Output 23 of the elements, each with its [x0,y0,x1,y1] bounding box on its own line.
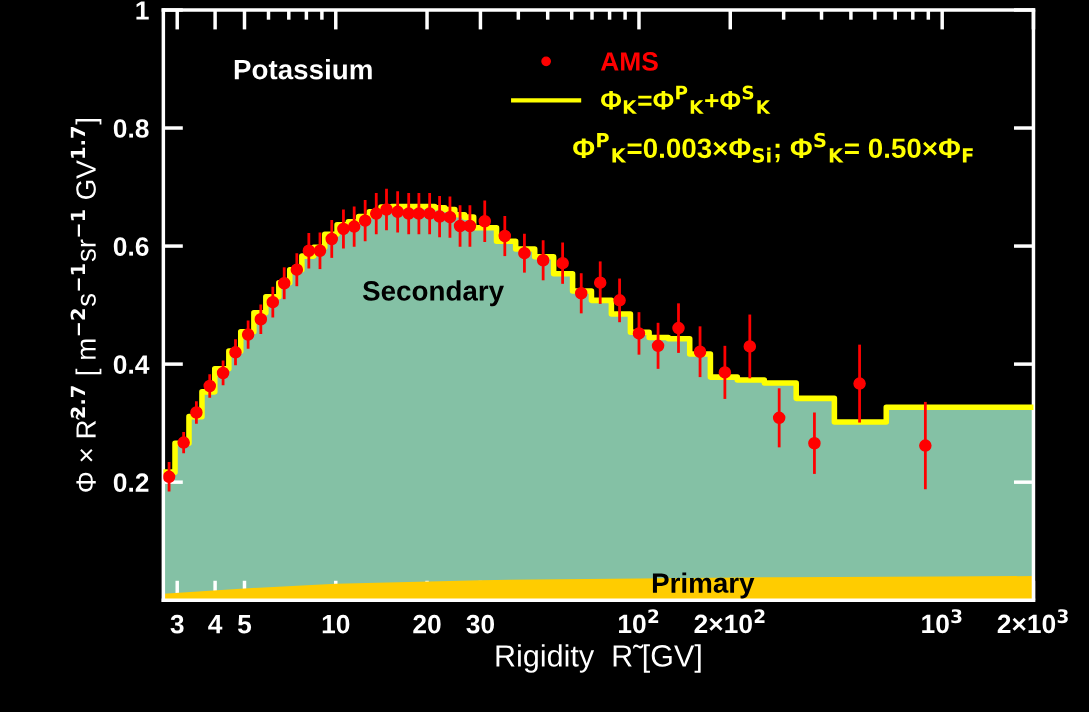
y-tick-label: 1 [136,1,149,20]
legend-label: Φ$_{K}$=Φ$^{P}$$_{K}$+Φ$^{S}$$_{K}$ [601,85,771,114]
legend-label: AMS [600,52,658,71]
x-tick-label: 10$^{2}$ [619,609,659,634]
x-tick-label: 2×10$^{3}$ [997,609,1068,634]
text: Φ$^{P}$$_{K}$=0.003×Φ$_{Si}$; Φ$^{S}$$_{K}$= 0.50×Φ$_{F}$ [573,132,973,163]
x-tick-label: 10$^{3}$ [922,609,962,634]
annotation: Potassium [234,59,372,80]
x-tick-label: 20 [413,614,441,634]
y-tick-label: 0.8 [113,119,149,138]
x-tick-label: 5 [237,615,252,634]
x-tick-label: 30 [466,614,495,634]
x-tick-label: 10 [322,614,350,634]
x-tick-label: 3 [170,614,184,634]
y-tick-label: 0.4 [113,355,150,374]
x-axis-title: Rigidity R̃ [GV] [496,644,701,673]
y-tick-label: 0.6 [113,237,149,256]
y-tick-label: 0.2 [113,473,149,492]
x-tick-label: 2×10$^{2}$ [694,609,765,634]
annotation: Primary [652,572,755,599]
x-tick-label: 4 [208,615,223,634]
text: Φ × R̃$^{2.7}$ [ m$^{−2}$s$^{−1}$sr$^{−1}$ GV$^{1.7}$] [70,119,102,492]
annotation: Secondary [362,280,504,307]
